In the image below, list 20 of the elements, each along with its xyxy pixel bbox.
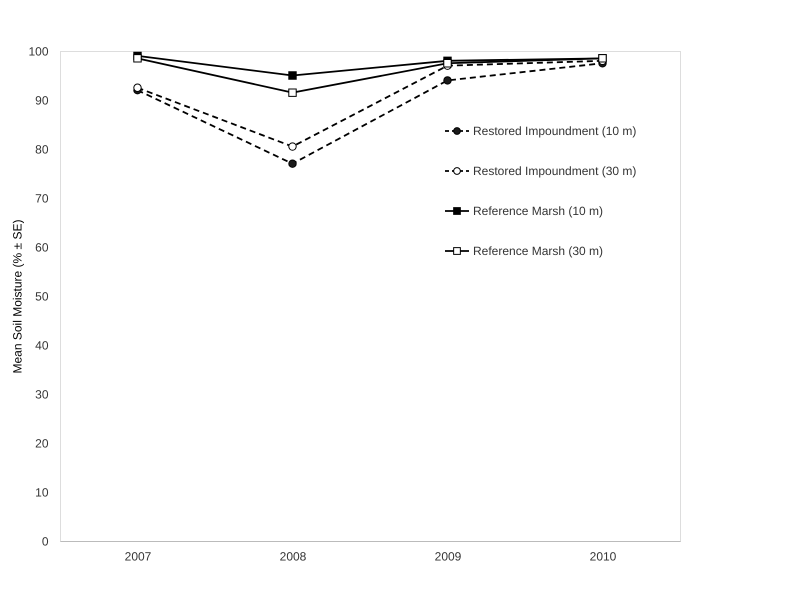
x-tick-label: 2007 [124,550,152,564]
y-tick-label: 90 [35,94,49,108]
y-tick-label: 60 [35,240,49,254]
y-tick-label: 40 [35,338,49,352]
y-tick-label: 20 [35,436,49,450]
y-tick-label: 0 [42,534,49,548]
y-axis-title: Mean Soil Moisture (% ± SE) [10,220,24,374]
y-tick-label: 50 [35,290,49,304]
x-tick-label: 2010 [590,550,617,564]
x-tick-label: 2008 [280,550,307,564]
legend-label: Reference Marsh (10 m) [473,204,604,218]
legend-label: Reference Marsh (30 m) [473,244,604,258]
y-tick-label: 30 [35,388,49,402]
x-tick-label: 2009 [434,550,462,564]
y-tick-label: 80 [35,142,49,156]
legend-label: Restored Impoundment (10 m) [473,124,636,138]
legend-label: Restored Impoundment (30 m) [473,164,636,178]
y-tick-label: 70 [35,192,49,206]
y-tick-label: 100 [28,44,49,58]
y-tick-label: 10 [35,486,49,500]
